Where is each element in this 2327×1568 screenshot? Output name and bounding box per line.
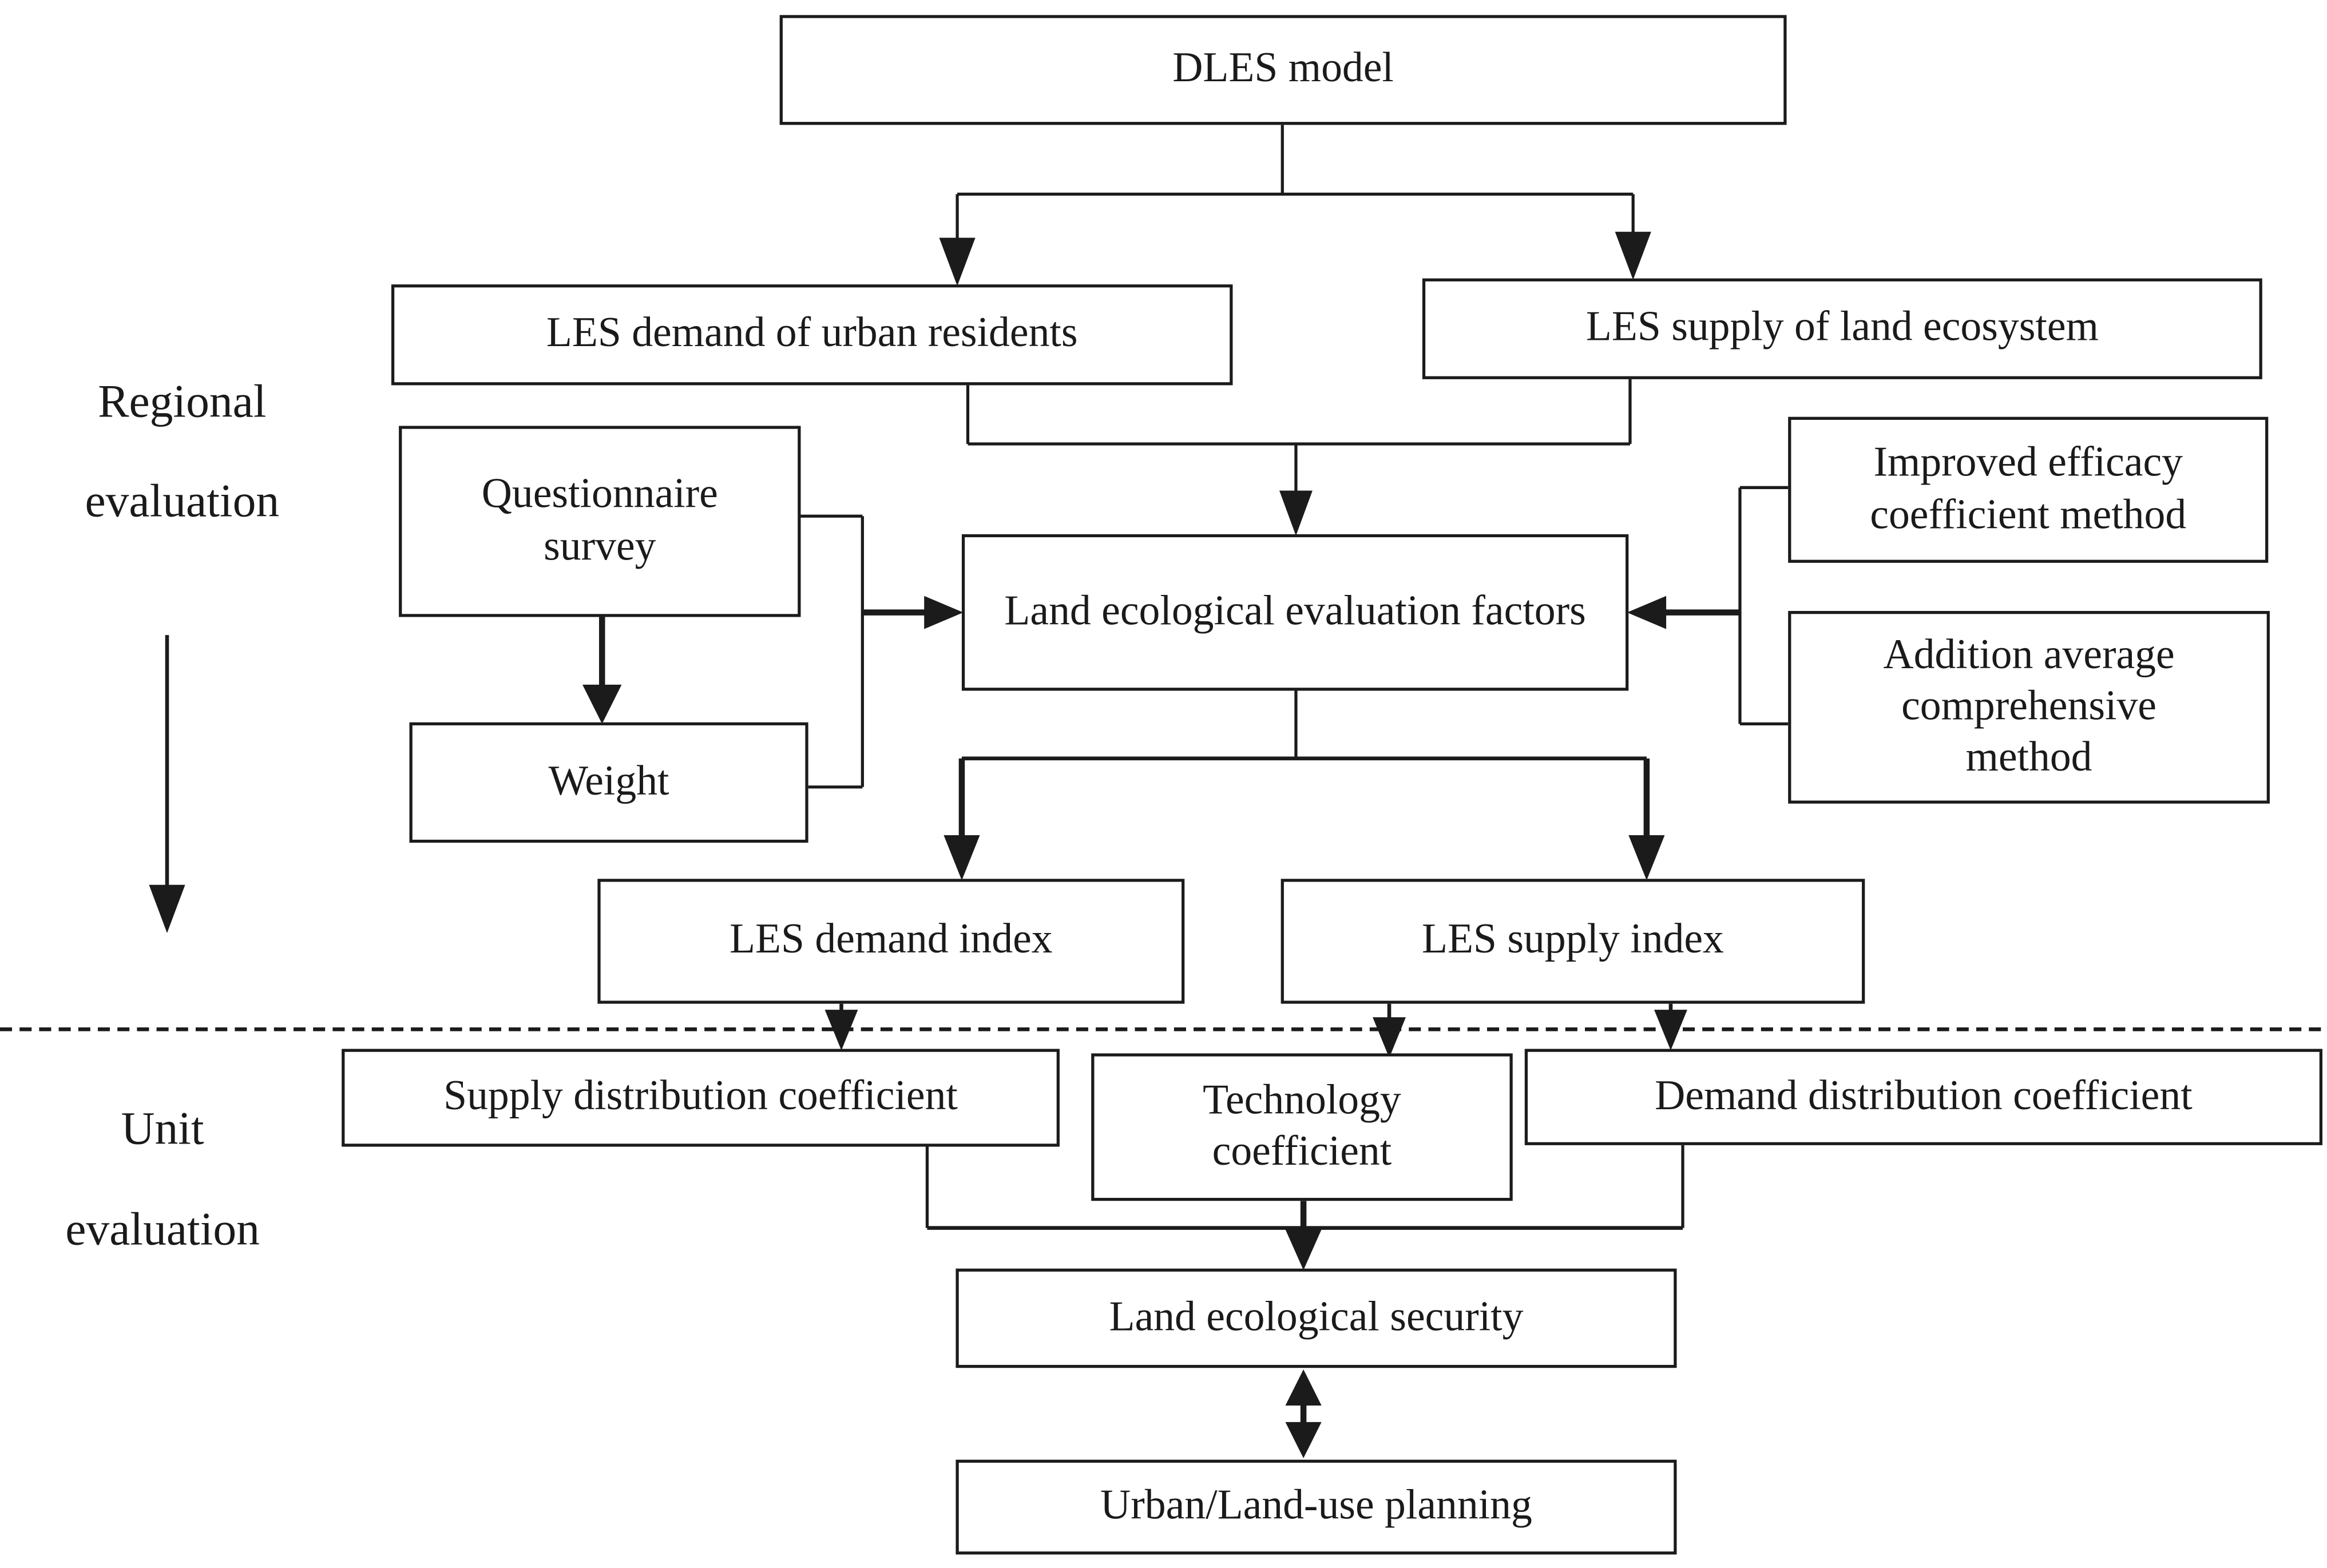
arrowhead-into-factors-left [924, 596, 964, 629]
arrowhead-to-les-demand [939, 237, 976, 286]
connector-questionnaire-to-weight [582, 617, 622, 724]
arrowhead-to-supply-index [1628, 835, 1665, 880]
node-supply-distribution-coefficient: Supply distribution coefficient [342, 1049, 1060, 1147]
node-supply-dist-label: Supply distribution coefficient [443, 1073, 958, 1121]
arrowhead-to-demand-index [944, 835, 980, 880]
connector-dles-split [939, 125, 1651, 286]
node-dles-model: DLES model [779, 15, 1787, 125]
node-questionnaire-survey: Questionnaire survey [399, 426, 801, 617]
arrowhead-down-to-planning [1285, 1422, 1322, 1459]
arrowhead-to-technology [1373, 1017, 1406, 1058]
node-urban-land-use-planning: Urban/Land-use planning [956, 1459, 1677, 1555]
node-les-supply-index-label: LES supply index [1422, 917, 1724, 964]
arrowhead-up-to-security [1285, 1369, 1322, 1406]
node-dles-model-label: DLES model [1172, 46, 1394, 93]
node-les-supply-index: LES supply index [1281, 879, 1865, 1004]
connector-security-planning-double-arrow [1285, 1369, 1322, 1459]
node-technology-label: Technology coefficient [1203, 1077, 1401, 1176]
regional-evaluation-arrow [149, 635, 185, 933]
node-addition-label: Addition average comprehensive method [1883, 632, 2175, 781]
node-les-supply-label: LES supply of land ecosystem [1585, 304, 2099, 352]
node-technology-coefficient: Technology coefficient [1091, 1053, 1513, 1201]
node-les-demand-label: LES demand of urban residents [546, 311, 1078, 358]
node-land-ecological-evaluation-factors: Land ecological evaluation factors [961, 534, 1629, 691]
node-les-supply-of-land-ecosystem: LES supply of land ecosystem [1422, 278, 2262, 379]
connector-right-bracket [1627, 486, 1789, 725]
connector-indexes-to-coefficients [824, 1003, 1687, 1058]
unit-evaluation-label-line2: evaluation [65, 1202, 260, 1255]
node-improved-label: Improved efficacy coefficient method [1870, 440, 2187, 538]
node-improved-efficacy-coefficient-method: Improved efficacy coefficient method [1788, 416, 2269, 563]
node-les-demand-index: LES demand index [597, 879, 1185, 1004]
node-planning-label: Urban/Land-use planning [1100, 1483, 1532, 1530]
arrowhead-to-les-supply [1615, 232, 1651, 280]
unit-evaluation-label-line1: Unit [121, 1101, 204, 1154]
connector-factors-split [944, 689, 1665, 880]
node-demand-dist-label: Demand distribution coefficient [1655, 1073, 2193, 1120]
arrowhead-regional [149, 884, 185, 933]
node-weight-label: Weight [548, 758, 669, 805]
node-demand-distribution-coefficient: Demand distribution coefficient [1524, 1049, 2323, 1145]
node-weight: Weight [409, 722, 808, 843]
regional-evaluation-label-line2: evaluation [85, 474, 280, 527]
node-les-demand-index-label: LES demand index [730, 917, 1053, 964]
node-questionnaire-survey-label: Questionnaire survey [481, 471, 718, 570]
connector-coefficients-to-security [925, 1145, 1684, 1271]
arrowhead-to-security [1285, 1229, 1322, 1271]
regional-evaluation-label-line1: Regional [98, 375, 267, 428]
node-addition-average-comprehensive-method: Addition average comprehensive method [1788, 611, 2270, 804]
arrowhead-to-supply-dist [824, 1010, 858, 1051]
arrowhead-to-factors-top [1279, 490, 1313, 536]
node-factors-label: Land ecological evaluation factors [1004, 588, 1586, 635]
node-security-label: Land ecological security [1109, 1294, 1524, 1341]
arrowhead-to-demand-dist [1654, 1010, 1687, 1051]
node-land-ecological-security: Land ecological security [956, 1268, 1677, 1368]
node-les-demand-of-urban-residents: LES demand of urban residents [391, 284, 1233, 386]
arrowhead-into-factors-right [1627, 596, 1667, 629]
connector-converge-to-factors [966, 379, 1632, 536]
connector-left-bracket [800, 514, 964, 789]
arrowhead-to-weight [582, 684, 622, 724]
